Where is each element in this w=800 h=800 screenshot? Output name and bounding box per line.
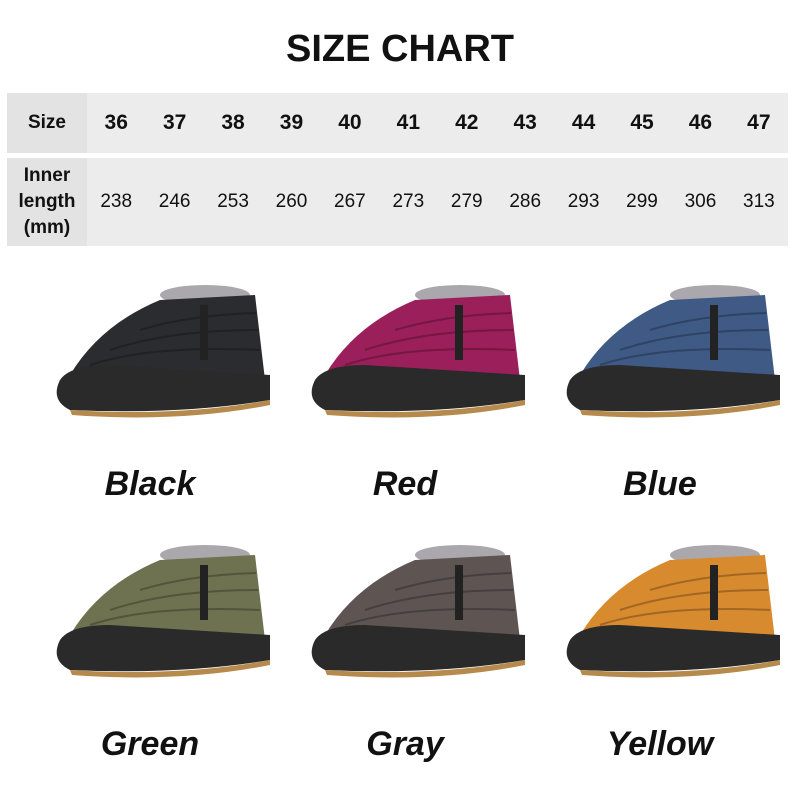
inner-length-cell: 279	[450, 191, 483, 212]
size-cell: 36	[104, 111, 128, 134]
inner-length-cell: 260	[275, 191, 308, 212]
color-label: Blue	[623, 465, 697, 503]
size-cell: 43	[513, 111, 537, 134]
color-option-blue: Blue	[530, 265, 790, 505]
size-cell: 37	[162, 111, 187, 134]
color-label: Red	[372, 465, 438, 503]
size-cell: 42	[455, 111, 479, 134]
size-header: Size	[7, 93, 87, 153]
size-cell: 45	[630, 111, 654, 134]
boot-sole	[56, 365, 270, 412]
color-option-red: Red	[275, 265, 535, 505]
size-cell: 41	[396, 111, 420, 134]
inner-length-cell: 286	[509, 191, 542, 212]
color-label: Green	[100, 725, 200, 763]
inner-length-header: Inner length (mm)	[7, 158, 87, 246]
boot-image	[311, 285, 525, 418]
size-cell: 46	[688, 111, 713, 134]
boot-sole	[311, 625, 525, 672]
boot-sole	[56, 625, 270, 672]
color-label: Black	[104, 465, 196, 503]
boot-image	[566, 285, 780, 418]
inner-length-row: Inner length (mm) 238 246 253 260 267 273 279 2…	[7, 158, 788, 246]
color-label: Gray	[366, 725, 444, 763]
boot-sole	[566, 625, 780, 672]
size-cell: 44	[571, 111, 596, 134]
size-cell: 40	[338, 111, 362, 134]
color-option-yellow: Yellow	[530, 525, 790, 765]
size-cell: 47	[747, 111, 771, 134]
size-cell: 38	[221, 111, 245, 134]
boot-image	[311, 545, 525, 678]
inner-length-cell: 253	[217, 191, 249, 212]
boot-image	[56, 285, 270, 418]
inner-length-cell: 238	[100, 191, 133, 212]
inner-length-cell: 306	[684, 191, 717, 212]
size-row: Size 36 37 38 39 40 41 42 43 44 45 46 47	[7, 93, 788, 153]
page-title: SIZE CHART	[286, 28, 514, 70]
boot-image	[56, 545, 270, 678]
boot-sole	[566, 365, 780, 412]
inner-length-cell: 293	[567, 191, 600, 212]
inner-length-cell: 313	[743, 191, 775, 212]
color-option-gray: Gray	[275, 525, 535, 765]
boot-sole	[311, 365, 525, 412]
boot-image	[566, 545, 780, 678]
inner-length-cell: 246	[158, 191, 191, 212]
size-cell: 39	[279, 111, 304, 134]
inner-length-cell: 273	[392, 191, 425, 212]
inner-length-cell: 267	[334, 191, 366, 212]
color-label: Yellow	[606, 725, 714, 763]
color-option-green: Green	[20, 525, 280, 765]
color-option-black: Black	[20, 265, 280, 505]
inner-length-cell: 299	[626, 191, 658, 212]
